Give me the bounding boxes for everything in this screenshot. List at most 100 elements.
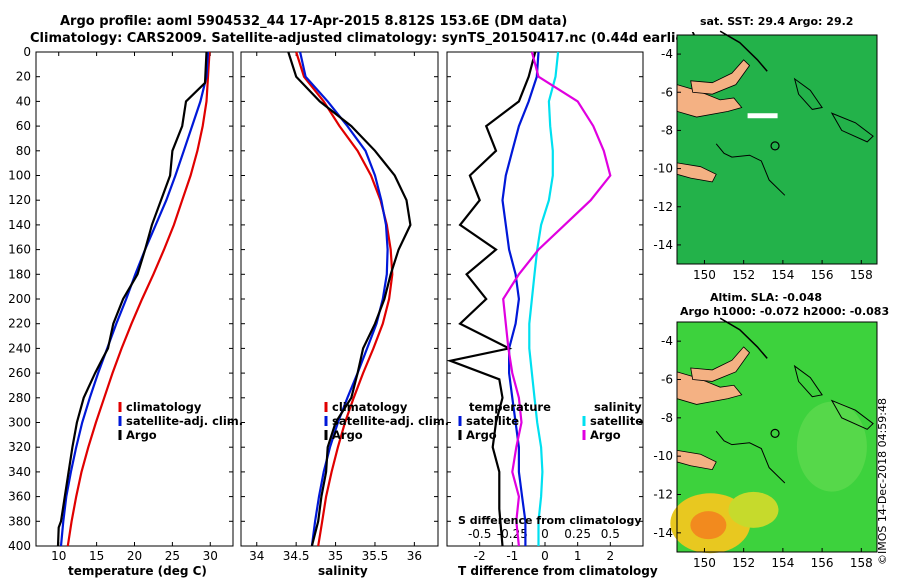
depth-axis: 0 20 40 60 80 100 120 140 160 180 200 220 240 260 280 3… <box>8 45 643 553</box>
map2-ytick-label: -10 <box>653 449 673 463</box>
map2-land-new-britain <box>690 346 751 382</box>
salinity-xtick-label: 34.5 <box>283 549 310 563</box>
difference-series-temperature-argo <box>446 51 537 547</box>
title-line-1: Argo profile: aoml 5904532_44 17-Apr-201… <box>60 14 567 29</box>
difference-legend-label: satellite <box>590 414 643 428</box>
depth-tick-label: 40 <box>16 94 31 108</box>
salinity-legend-label: climatology <box>332 400 408 414</box>
map2-ytick-label: -6 <box>661 373 673 387</box>
depth-tick-label: 240 <box>8 341 31 355</box>
depth-tick-label: 200 <box>8 292 31 306</box>
difference-legend-salinity-title: salinity <box>594 400 642 414</box>
map2-ytick-label: -8 <box>661 411 673 425</box>
map2-xtick-label: 150 <box>693 556 716 570</box>
salinity-legend-label: Argo <box>332 428 363 442</box>
temperature-legend-label: satellite-adj. clim. <box>126 414 243 428</box>
map2-xtick-label: 152 <box>732 556 755 570</box>
sla-map-title-2: Argo h1000: -0.072 h2000: -0.083 <box>680 305 889 318</box>
difference-plot: -2 -1 0 1 2 -0.5 -0.25 0 0.25 0.5 temperature salin… <box>446 51 643 563</box>
sst-missing-data <box>747 113 778 119</box>
map1-land-bougainville <box>793 77 823 110</box>
map2-ytick-label: -14 <box>653 526 673 540</box>
map1-ytick-label: -6 <box>661 85 673 99</box>
difference-xtick-label: 2 <box>607 549 615 563</box>
depth-tick-label: 160 <box>8 243 31 257</box>
depth-tick-label: 380 <box>8 514 31 528</box>
salinity-xlabel: salinity <box>318 564 368 578</box>
difference-top-tick-label: -0.5 <box>468 527 491 541</box>
depth-tick-label: 0 <box>23 45 31 59</box>
map2-ytick-label: -4 <box>661 334 673 348</box>
title-line-2: Climatology: CARS2009. Satellite-adjuste… <box>30 31 697 46</box>
sla-patch <box>728 491 779 528</box>
sst-map: 150 152 154 156 158 -4 -6 -8 -10 -12 -14 <box>653 30 878 282</box>
sla-map: 150 152 154 156 158 -4 -6 -8 -10 -12 -14 <box>653 317 878 570</box>
map1-xtick-label: 154 <box>771 268 794 282</box>
map2-ytick-label: -12 <box>653 488 673 502</box>
difference-legend-label: Argo <box>590 428 621 442</box>
depth-tick-label: 360 <box>8 490 31 504</box>
salinity-series-argo <box>287 51 412 547</box>
map1-land-islands <box>715 143 786 196</box>
temperature-legend-label: Argo <box>126 428 157 442</box>
map1-xtick-label: 156 <box>811 268 834 282</box>
difference-top-tick-label: 0.5 <box>601 527 620 541</box>
depth-tick-label: 180 <box>8 267 31 281</box>
salinity-legend-label: satellite-adj. clim. <box>332 414 449 428</box>
salinity-xtick-label: 34 <box>249 549 264 563</box>
difference-series-salinity-satellite <box>528 51 560 546</box>
difference-xtick-label: -1 <box>506 549 518 563</box>
difference-legend-label: Argo <box>466 428 497 442</box>
map1-land-new-ireland <box>719 30 768 72</box>
depth-tick-label: 60 <box>16 119 31 133</box>
difference-legend-temperature-title: temperature <box>469 400 551 414</box>
depth-tick-label: 340 <box>8 465 31 479</box>
map1-ytick-label: -10 <box>653 162 673 176</box>
difference-series-salinity-argo <box>502 51 612 547</box>
depth-tick-label: 120 <box>8 193 31 207</box>
depth-tick-label: 100 <box>8 169 31 183</box>
depth-tick-label: 220 <box>8 317 31 331</box>
salinity-series-climatology <box>295 51 394 547</box>
difference-xtick-label: 0 <box>541 549 549 563</box>
difference-xlabel: T difference from climatology <box>458 564 658 578</box>
depth-tick-label: 260 <box>8 366 31 380</box>
depth-tick-label: 400 <box>8 539 31 553</box>
map1-xtick-label: 152 <box>732 268 755 282</box>
difference-top-tick-label: 0 <box>541 527 549 541</box>
map1-argo-position-marker <box>770 141 780 151</box>
depth-tick-label: 300 <box>8 416 31 430</box>
map2-frame <box>676 321 878 553</box>
map2-xtick-label: 156 <box>811 556 834 570</box>
difference-xtick-label: 1 <box>574 549 582 563</box>
depth-tick-label: 320 <box>8 440 31 454</box>
imos-stamp: ©IMOS 14-Dec-2018 04:59:48 <box>876 398 889 565</box>
map1-ytick-label: -8 <box>661 123 673 137</box>
temperature-series-satellite-adj-clim- <box>59 51 210 547</box>
difference-top-tick-label: 0.25 <box>564 527 591 541</box>
map2-argo-position-marker <box>770 428 780 438</box>
difference-top-label: S difference from climatology <box>458 514 642 527</box>
salinity-xtick-label: 35 <box>328 549 343 563</box>
temperature-series-argo <box>56 51 208 547</box>
salinity-plot: 34 34.5 35 35.5 36 climatologysatellite-adj. … <box>249 51 449 563</box>
difference-series-temperature-satellite <box>501 51 540 546</box>
depth-tick-label: 140 <box>8 218 31 232</box>
map2-land-new-ireland <box>719 317 768 359</box>
temperature-xlabel: temperature (deg C) <box>68 564 207 578</box>
map1-land-new-britain <box>690 59 751 95</box>
temperature-series-climatology <box>66 51 211 547</box>
temperature-xtick-label: 25 <box>165 549 180 563</box>
map2-land-bougainville <box>793 364 823 398</box>
temperature-xtick-label: 20 <box>127 549 142 563</box>
sla-core-patch <box>690 511 727 540</box>
sst-map-title: sat. SST: 29.4 Argo: 29.2 <box>700 15 853 28</box>
map2-land-solomons <box>830 399 874 430</box>
temperature-legend-label: climatology <box>126 400 202 414</box>
difference-xtick-label: -2 <box>474 549 486 563</box>
difference-axes <box>446 51 644 547</box>
sla-patch <box>796 401 867 492</box>
map1-ytick-label: -4 <box>661 47 673 61</box>
map2-xtick-label: 154 <box>771 556 794 570</box>
